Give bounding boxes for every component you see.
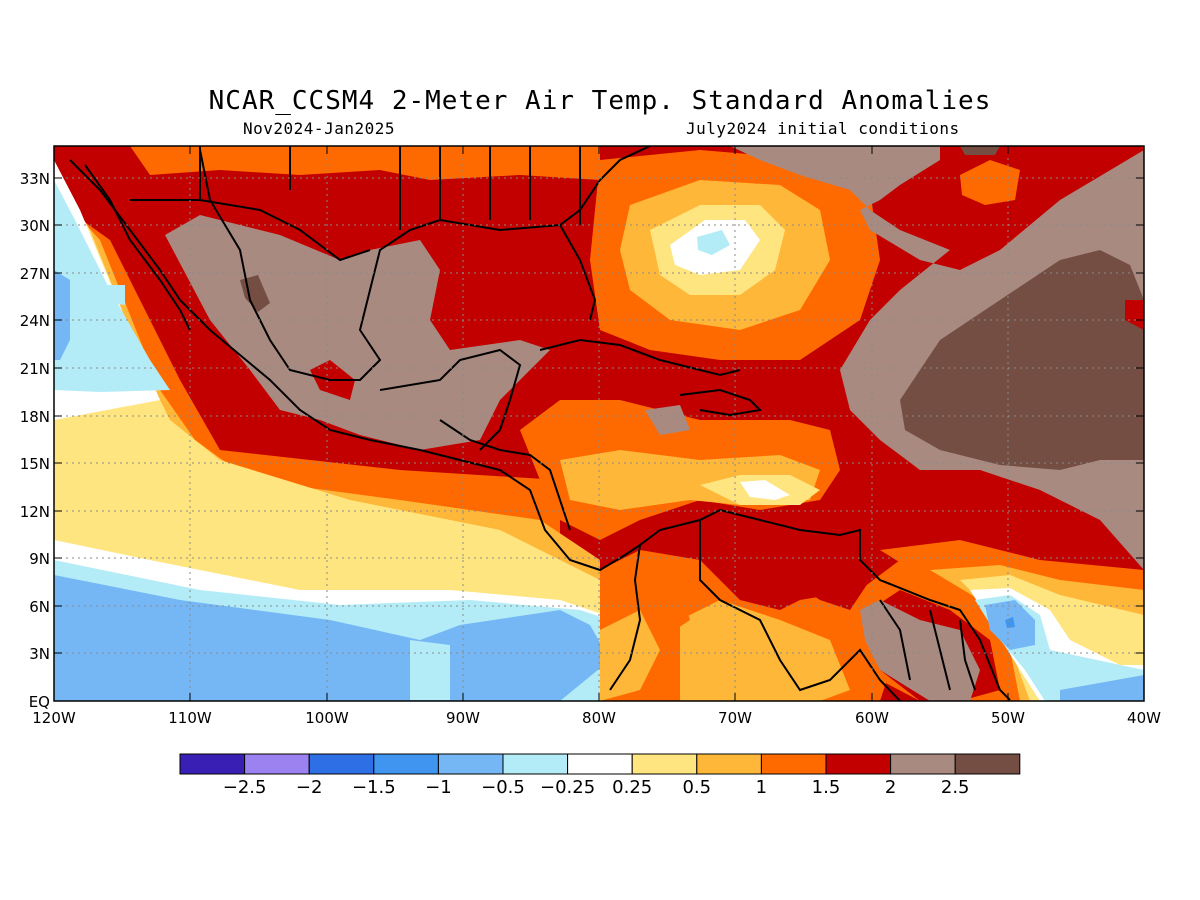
anomaly-region [640,590,690,640]
initial-conditions: July2024 initial conditions [686,119,960,138]
lat-label: 12N [20,503,50,521]
colorbar-label: 1 [756,777,767,798]
anomaly-region [54,170,600,640]
anomaly-region [860,600,980,701]
lat-label: EQ [29,693,50,711]
colorbar-label: 0.5 [682,777,711,798]
colorbar-swatch [437,753,504,775]
lat-label: 24N [20,312,50,330]
border-us-mexico [130,199,371,262]
border-south-america [699,520,901,701]
colorbar-swatch [244,753,310,775]
colorbar-label: −1.5 [352,777,396,798]
colorbar-swatch [825,753,892,775]
colorbar-label: 2 [885,777,896,798]
lat-label: 15N [20,455,50,473]
latitude-labels: 33N 30N 27N 24N 21N 18N 15N 12N 9N 6N 3N… [20,170,50,711]
anomaly-region [680,600,850,701]
coastline-south-america-north [639,508,1011,701]
anomaly-region [1125,300,1144,330]
anomaly-region [900,250,1144,470]
colorbar-label: −0.5 [481,777,525,798]
colorbar-swatch [760,753,827,775]
colorbar-label: 1.5 [812,777,841,798]
lat-label: 6N [29,598,50,616]
border-central-america [439,419,571,531]
lat-label: 21N [20,360,50,378]
coastline-florida [559,146,651,226]
lon-label: 110W [168,709,212,727]
lat-label: 30N [20,217,50,235]
anomaly-region [645,405,690,435]
anomaly-region [410,640,450,700]
colorbar-label: 0.25 [612,777,652,798]
anomaly-region [790,530,870,610]
colorbar-label: −0.25 [540,777,595,798]
colorbar-label: −2.5 [223,777,267,798]
anomaly-region [697,230,730,255]
coastline-mexico-pacific [69,159,641,572]
lon-label: 50W [991,709,1025,727]
colorbar-swatch [954,753,1021,775]
anomaly-region [1060,675,1144,701]
lat-label: 3N [29,645,50,663]
longitude-labels: 120W 110W 100W 90W 80W 70W 60W 50W 40W [32,709,1161,727]
anomaly-region [54,270,70,360]
anomaly-region [85,285,125,305]
anomaly-region [740,480,790,500]
coastline-hispaniola [679,388,763,417]
coastline-yucatan [379,348,522,451]
colorbar-swatch [567,753,633,775]
anomaly-region [165,215,550,450]
lat-label: 9N [29,550,50,568]
lon-label: 60W [855,709,889,727]
grid [54,146,1144,701]
colorbar-swatch [373,753,439,775]
anomaly-region [54,180,170,392]
border-guianas [879,599,976,691]
colorbar-swatch [502,753,569,775]
anomaly-region [130,146,600,180]
colorbar-swatch [179,753,246,775]
anomaly-region [960,160,1020,205]
colorbar-label: −2 [296,777,323,798]
lat-label: 27N [20,265,50,283]
border-us-states [199,146,581,230]
coastline-cuba [539,338,741,377]
lon-label: 120W [32,709,76,727]
anomaly-region [960,146,1000,155]
colorbar-label: −1 [425,777,452,798]
coastline-colombia-pacific [609,544,642,691]
forecast-period: Nov2024-Jan2025 [243,119,395,138]
map-title: NCAR_CCSM4 2-Meter Air Temp. Standard An… [208,86,992,116]
lon-label: 90W [446,709,480,727]
lat-label: 33N [20,170,50,188]
lon-label: 70W [718,709,752,727]
lon-label: 40W [1127,709,1161,727]
colorbar-swatch [696,753,762,775]
tick-marks [54,146,1144,701]
anomaly-region [600,610,660,701]
colorbar-swatch [631,753,698,775]
colorbar: −2.5 −2 −1.5 −1 −0.5 −0.25 0.25 0.5 1 1.5 2 2.5 [179,753,1021,798]
colorbar-swatch [308,753,375,775]
lon-label: 80W [582,709,616,727]
colorbar-swatch [890,753,956,775]
lon-label: 100W [305,709,349,727]
coastline-baja [84,164,191,331]
colorbar-label: 2.5 [941,777,970,798]
anomaly-region [1005,617,1015,628]
lat-label: 18N [20,408,50,426]
